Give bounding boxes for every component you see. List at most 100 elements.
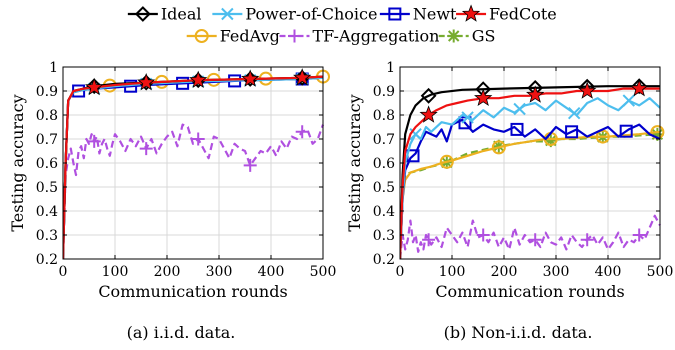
y-tick-label: 0.7 xyxy=(36,132,58,148)
y-tick-label: 0.4 xyxy=(36,204,58,220)
legend-entry-newt: Newt xyxy=(379,5,457,24)
x-tick-label: 500 xyxy=(647,264,674,280)
legend-entry-fedcote: FedCote xyxy=(456,4,557,24)
series-marker-gs xyxy=(544,134,558,148)
series-marker-power-of-choice xyxy=(622,94,636,107)
x-axis-label: Communication rounds xyxy=(435,282,624,301)
series-marker-gs xyxy=(492,139,506,153)
series-marker-newt xyxy=(619,124,633,138)
y-tick-label: 0.2 xyxy=(36,252,58,268)
x-tick-label: 100 xyxy=(439,264,466,280)
y-tick-label: 0.6 xyxy=(36,156,58,172)
legend-label-fedavg: FedAvg xyxy=(220,27,280,46)
series-group xyxy=(400,78,665,259)
legend-label-fedcote: FedCote xyxy=(489,5,557,24)
series-line-fedavg xyxy=(63,75,324,259)
series-marker-tf-aggregation xyxy=(295,125,309,139)
legend-marker-fedavg xyxy=(194,29,209,43)
legend-label-newt: Newt xyxy=(413,5,457,24)
series-marker-fedavg xyxy=(491,140,506,155)
legend-label-tf-aggregation: TF-Aggregation xyxy=(313,27,440,46)
y-tick-label: 0.5 xyxy=(373,180,395,196)
y-axis-label: Testing accuracy xyxy=(345,94,364,231)
series-marker-gs xyxy=(650,127,664,141)
series-line-newt xyxy=(400,118,661,259)
series-marker-power-of-choice xyxy=(461,111,474,124)
legend-marker-newt xyxy=(388,7,402,21)
y-tick-label: 0.3 xyxy=(36,228,58,244)
series-line-fedavg xyxy=(400,130,661,259)
legend-label-gs: GS xyxy=(472,27,496,46)
series-marker-newt xyxy=(510,122,524,136)
x-tick-label: 400 xyxy=(258,264,285,280)
series-line-ideal xyxy=(63,75,324,259)
y-tick-label: 0.5 xyxy=(36,180,58,196)
y-tick-label: 0.9 xyxy=(373,84,395,100)
series-marker-fedcote xyxy=(419,105,438,123)
legend-marker-tf-aggregation xyxy=(288,29,301,43)
y-tick-label: 0.7 xyxy=(373,132,395,148)
series-marker-tf-aggregation xyxy=(243,158,257,172)
y-tick-label: 0.2 xyxy=(373,252,395,268)
legend-marker-gs xyxy=(447,29,461,43)
y-tick-label: 0.6 xyxy=(373,156,395,172)
y-tick-label: 1 xyxy=(49,60,58,76)
series-line-tf-aggregation xyxy=(400,214,661,259)
legend-entry-gs: GS xyxy=(438,27,496,46)
y-tick-label: 0.8 xyxy=(373,108,395,124)
legend-entry-fedavg: FedAvg xyxy=(186,27,280,46)
series-marker-ideal xyxy=(420,87,437,104)
y-tick-label: 0.8 xyxy=(36,108,58,124)
x-tick-label: 500 xyxy=(310,264,337,280)
x-tick-label: 200 xyxy=(491,264,518,280)
y-axis-label: Testing accuracy xyxy=(8,94,27,231)
series-line-fedcote xyxy=(400,87,660,259)
x-tick-label: 300 xyxy=(543,264,570,280)
series-marker-fedcote xyxy=(85,77,104,96)
series-marker-fedcote xyxy=(630,78,649,97)
x-tick-label: 0 xyxy=(396,264,405,280)
legend-marker-power-of-choice xyxy=(221,7,234,21)
series-marker-fedcote xyxy=(241,69,260,87)
series-line-gs xyxy=(63,76,324,259)
chart-iid: 0 100 200 300 400 500 0.2 0.3 0.4 0.5 0.6 0.7 0.8 0.9… xyxy=(8,60,336,342)
y-tick-label: 0.3 xyxy=(373,228,395,244)
series-line-power-of-choice xyxy=(63,76,324,259)
series-line-newt xyxy=(63,76,324,259)
series-marker-ideal xyxy=(631,78,648,95)
series-marker-tf-aggregation xyxy=(476,228,490,242)
chart-caption: (b) Non-i.i.d. data. xyxy=(444,323,593,342)
legend: Ideal Power-of-Choice Newt FedCote FedAvg TF-… xyxy=(127,4,557,46)
series-marker-tf-aggregation xyxy=(87,134,101,148)
legend-label-power-of-choice: Power-of-Choice xyxy=(245,5,377,24)
chart-caption: (a) i.i.d. data. xyxy=(127,323,236,342)
series-marker-fedavg xyxy=(439,154,454,169)
series-marker-newt xyxy=(565,125,579,139)
series-marker-tf-aggregation xyxy=(632,228,646,242)
series-marker-tf-aggregation xyxy=(580,233,594,247)
series-line-fedcote xyxy=(63,75,324,259)
series-marker-tf-aggregation xyxy=(139,142,153,156)
series-line-ideal xyxy=(400,85,660,259)
series-marker-tf-aggregation xyxy=(191,132,205,146)
series-marker-power-of-choice xyxy=(567,106,581,120)
series-marker-fedcote xyxy=(293,68,312,86)
y-tick-label: 0.4 xyxy=(373,204,395,220)
series-marker-tf-aggregation xyxy=(422,233,436,247)
series-group xyxy=(63,68,330,259)
series-line-tf-aggregation xyxy=(63,123,325,259)
chart-non-iid: 0 100 200 300 400 500 0.2 0.3 0.4 0.5 0.6 0.7 0.8 0.9… xyxy=(345,60,673,342)
x-tick-label: 400 xyxy=(595,264,622,280)
legend-marker-ideal xyxy=(134,6,151,22)
series-marker-fedcote xyxy=(578,81,597,99)
x-tick-label: 200 xyxy=(154,264,181,280)
x-tick-label: 100 xyxy=(102,264,129,280)
y-tick-label: 0.9 xyxy=(36,84,58,100)
series-marker-fedcote xyxy=(526,85,545,103)
series-marker-ideal xyxy=(86,78,103,95)
legend-entry-ideal: Ideal xyxy=(127,5,202,24)
legend-entry-power-of-choice: Power-of-Choice xyxy=(212,5,377,24)
series-marker-power-of-choice xyxy=(513,102,526,116)
series-marker-fedcote xyxy=(474,88,493,106)
